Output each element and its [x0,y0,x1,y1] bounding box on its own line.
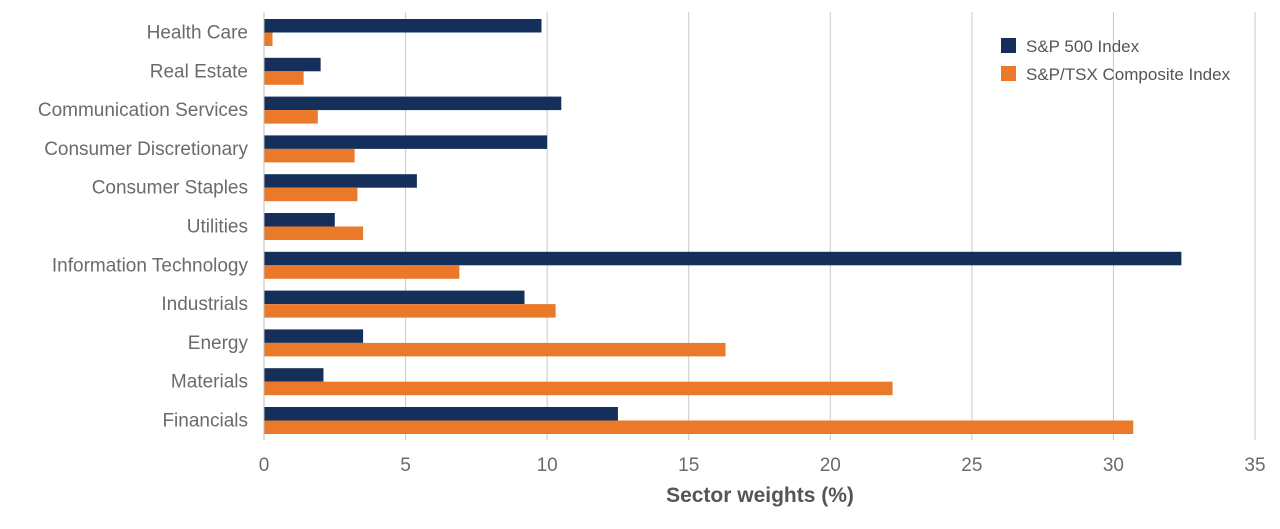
bar-tsx [264,71,304,85]
legend-label: S&P 500 Index [1026,37,1140,56]
x-axis-title: Sector weights (%) [666,484,854,507]
legend: S&P 500 Index S&P/TSX Composite Index [1001,37,1231,84]
category-label: Financials [162,411,248,432]
bar-sp500 [264,19,542,33]
x-tick-label: 10 [537,455,558,476]
x-tick-label: 25 [961,455,982,476]
bar-tsx [264,187,358,202]
legend-label: S&P/TSX Composite Index [1026,65,1231,84]
bar-tsx [264,32,273,46]
category-label: Materials [171,372,248,393]
bar-tsx [264,304,556,318]
category-label: Utilities [187,217,248,238]
category-label: Information Technology [52,255,249,276]
category-label: Consumer Staples [92,178,248,199]
x-tick-label: 15 [678,455,699,476]
bar-sp500 [264,174,417,188]
category-label: Industrials [161,294,248,315]
x-tick-label: 5 [400,455,411,476]
category-label: Energy [188,333,249,354]
x-tick-label: 0 [259,455,270,476]
bar-tsx [264,265,460,279]
bar-sp500 [264,407,618,421]
bar-sp500 [264,290,525,305]
bar-sp500 [264,368,324,382]
bar-sp500 [264,329,364,343]
bar-tsx [264,110,318,124]
bar-sp500 [264,135,548,149]
bar-sp500 [264,57,321,72]
labels: 0 5 10 15 20 25 30 35 Health Care Real Estate Comm… [38,23,1266,477]
legend-swatch [1001,66,1016,81]
legend-swatch [1001,38,1016,53]
bar-tsx [264,381,893,396]
bar-sp500 [264,96,562,111]
gridlines [405,12,1256,440]
bar-sp500 [264,251,1182,266]
bar-sp500 [264,213,335,227]
category-label: Real Estate [150,61,248,82]
category-label: Consumer Discretionary [44,139,248,160]
category-label: Communication Services [38,100,248,121]
x-tick-label: 30 [1103,455,1124,476]
bar-tsx [264,420,1134,434]
x-tick-label: 20 [820,455,841,476]
bar-tsx [264,148,355,163]
bar-tsx [264,342,726,357]
bars [264,19,1182,434]
x-tick-label: 35 [1244,455,1265,476]
bar-tsx [264,226,364,240]
category-label: Health Care [147,23,248,44]
